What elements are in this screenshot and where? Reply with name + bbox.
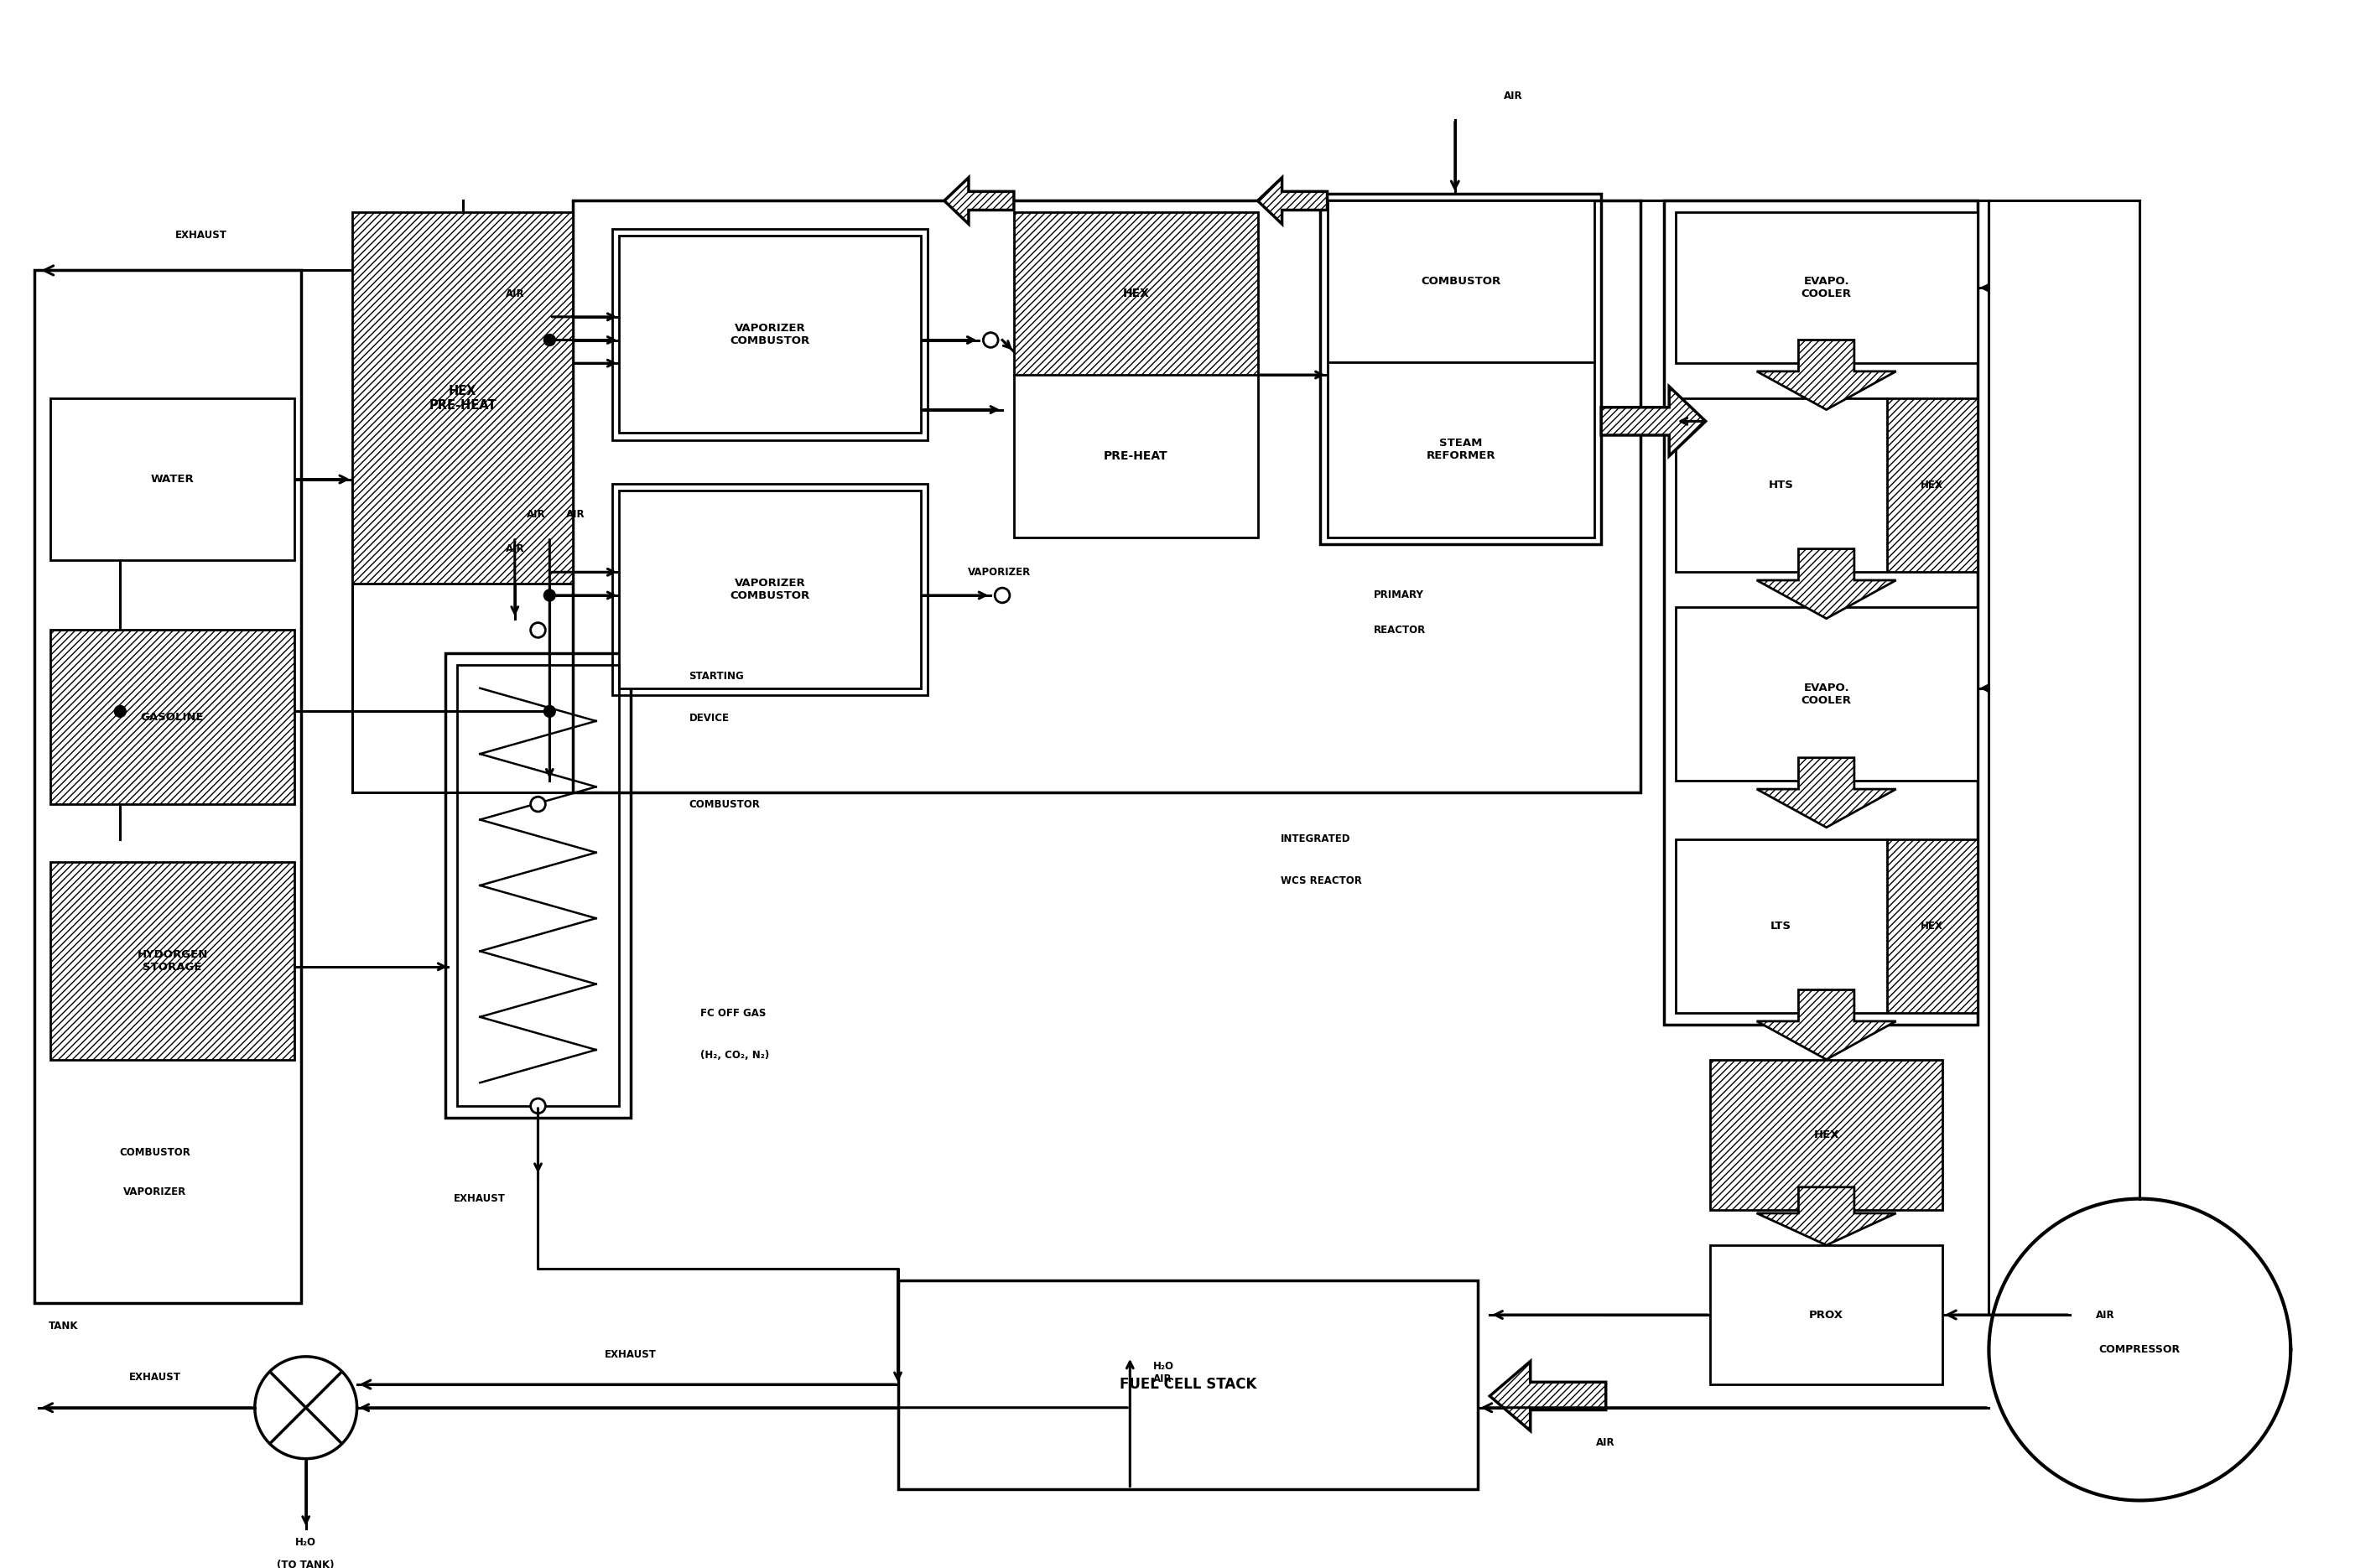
Polygon shape — [1756, 340, 1896, 409]
Circle shape — [996, 588, 1010, 602]
Text: (TO TANK): (TO TANK) — [278, 1560, 335, 1568]
Bar — [50, 630, 295, 804]
Text: PRIMARY: PRIMARY — [1373, 590, 1423, 601]
Bar — [1015, 212, 1257, 538]
Text: FC OFF GAS: FC OFF GAS — [701, 1008, 765, 1019]
Text: GASOLINE: GASOLINE — [140, 712, 204, 723]
Bar — [898, 1279, 1478, 1490]
Bar — [1711, 1245, 1944, 1385]
Bar — [620, 491, 922, 688]
Text: AIR: AIR — [527, 508, 546, 519]
Bar — [1663, 201, 1977, 1024]
Text: (H₂, CO₂, N₂): (H₂, CO₂, N₂) — [701, 1049, 770, 1060]
Text: REACTOR: REACTOR — [1373, 624, 1426, 635]
Circle shape — [530, 1099, 546, 1113]
Text: COMBUSTOR: COMBUSTOR — [119, 1146, 190, 1157]
Polygon shape — [1756, 1187, 1896, 1245]
Text: HEX: HEX — [1920, 480, 1944, 491]
Text: VAPORIZER
COMBUSTOR: VAPORIZER COMBUSTOR — [729, 323, 810, 347]
Text: AIR: AIR — [1597, 1436, 1616, 1447]
Polygon shape — [1490, 1361, 1606, 1432]
Text: HTS: HTS — [1768, 480, 1794, 491]
Polygon shape — [1257, 177, 1328, 224]
Bar — [1887, 839, 1977, 1013]
Circle shape — [544, 334, 556, 347]
Bar — [1328, 362, 1594, 538]
Text: HEX: HEX — [1920, 920, 1944, 931]
Bar — [50, 398, 295, 560]
Text: FUEL CELL STACK: FUEL CELL STACK — [1119, 1377, 1257, 1392]
Text: TANK: TANK — [48, 1320, 78, 1331]
Bar — [50, 630, 295, 804]
Circle shape — [544, 706, 556, 717]
Text: AIR: AIR — [506, 544, 525, 555]
Bar — [1015, 212, 1257, 375]
Text: AIR: AIR — [1504, 91, 1523, 102]
Text: AIR: AIR — [565, 508, 584, 519]
Bar — [352, 212, 573, 583]
Circle shape — [544, 590, 556, 601]
Bar — [1711, 1060, 1944, 1210]
Circle shape — [114, 706, 126, 717]
Text: STARTING: STARTING — [689, 671, 744, 682]
Bar — [456, 665, 620, 1105]
Text: COMBUSTOR: COMBUSTOR — [1421, 276, 1502, 287]
Text: LTS: LTS — [1770, 920, 1792, 931]
Text: VAPORIZER: VAPORIZER — [967, 566, 1031, 577]
Bar — [1328, 201, 1594, 362]
Bar — [50, 862, 295, 1060]
Bar — [50, 862, 295, 1060]
Text: PROX: PROX — [1808, 1309, 1844, 1320]
Polygon shape — [943, 177, 1015, 224]
Bar — [1321, 194, 1601, 544]
Bar — [620, 235, 922, 433]
Text: WCS REACTOR: WCS REACTOR — [1281, 875, 1361, 886]
Text: COMBUSTOR: COMBUSTOR — [689, 798, 760, 809]
Text: HEX: HEX — [1813, 1129, 1839, 1140]
Circle shape — [530, 622, 546, 638]
Bar — [352, 212, 573, 583]
Text: EXHAUST: EXHAUST — [128, 1372, 181, 1383]
Bar — [1675, 212, 1977, 364]
Text: HEX
PRE-HEAT: HEX PRE-HEAT — [428, 384, 497, 412]
Text: PRE-HEAT: PRE-HEAT — [1102, 450, 1169, 463]
Text: WATER: WATER — [150, 474, 195, 485]
Text: VAPORIZER
COMBUSTOR: VAPORIZER COMBUSTOR — [729, 577, 810, 601]
Text: EVAPO.
COOLER: EVAPO. COOLER — [1801, 682, 1851, 706]
Text: INTEGRATED: INTEGRATED — [1281, 834, 1352, 845]
Bar — [1675, 398, 1977, 572]
Text: EVAPO.
COOLER: EVAPO. COOLER — [1801, 276, 1851, 299]
Text: AIR: AIR — [2096, 1309, 2115, 1320]
Text: COMPRESSOR: COMPRESSOR — [2098, 1344, 2181, 1355]
Text: AIR: AIR — [506, 289, 525, 299]
Bar — [573, 201, 1642, 792]
Bar — [1675, 839, 1977, 1013]
Text: H₂O
AIR: H₂O AIR — [1152, 1361, 1174, 1385]
Text: EXHAUST: EXHAUST — [454, 1193, 506, 1204]
Polygon shape — [1756, 989, 1896, 1060]
Polygon shape — [1601, 386, 1706, 456]
Text: HEX: HEX — [1121, 289, 1150, 299]
Bar — [1711, 1060, 1944, 1210]
Bar — [1887, 398, 1977, 572]
Text: H₂O: H₂O — [295, 1537, 316, 1548]
Polygon shape — [1756, 757, 1896, 828]
Bar — [444, 654, 632, 1118]
Bar — [613, 485, 929, 695]
Bar — [1675, 607, 1977, 781]
Circle shape — [530, 797, 546, 812]
Text: EXHAUST: EXHAUST — [606, 1348, 656, 1359]
Text: HYDORGEN
STORAGE: HYDORGEN STORAGE — [138, 949, 207, 972]
Bar — [613, 229, 929, 439]
Polygon shape — [1756, 549, 1896, 618]
Bar — [33, 270, 302, 1303]
Text: EXHAUST: EXHAUST — [176, 230, 228, 241]
Text: DEVICE: DEVICE — [689, 713, 729, 724]
Circle shape — [984, 332, 998, 348]
Text: VAPORIZER: VAPORIZER — [124, 1187, 188, 1198]
Text: STEAM
REFORMER: STEAM REFORMER — [1426, 437, 1495, 461]
